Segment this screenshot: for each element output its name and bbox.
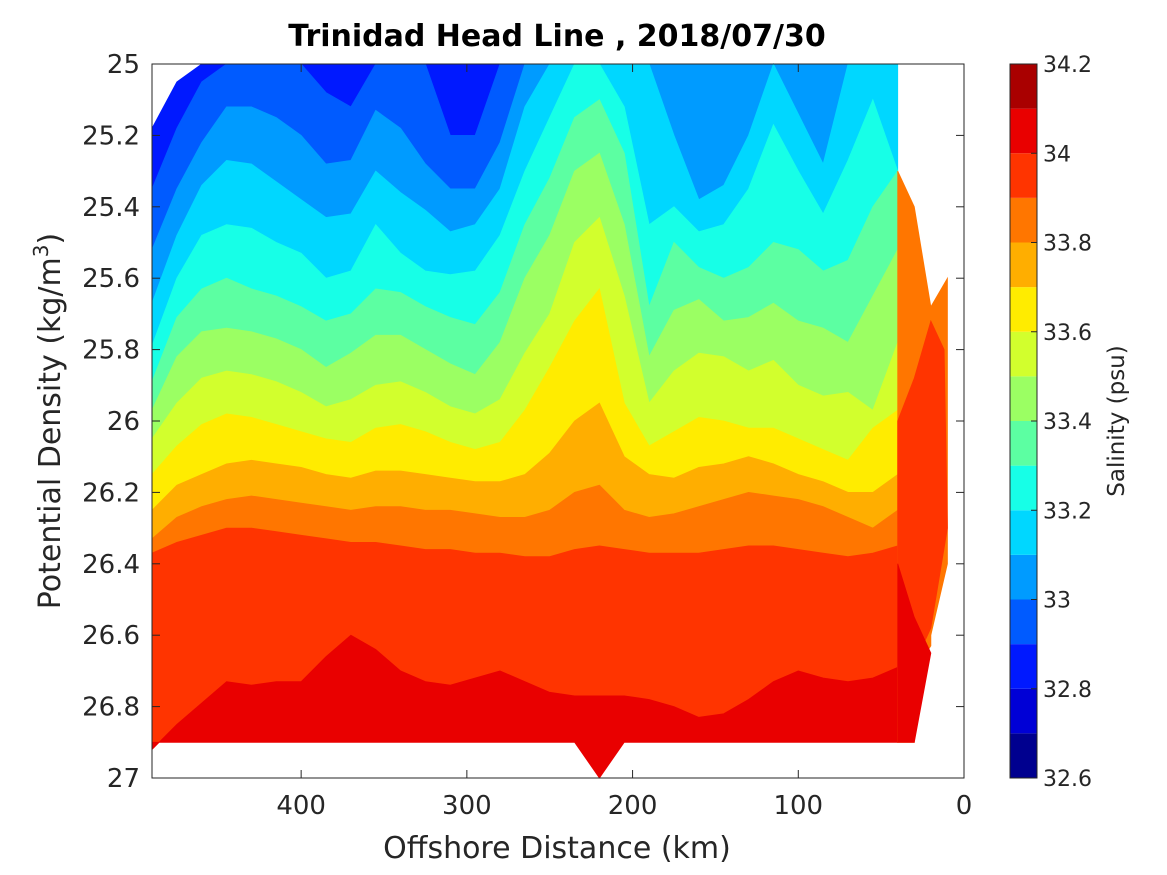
y-tick-label: 25 [107,50,140,80]
y-tick-label: 27 [107,764,140,794]
colorbar-swatch [1010,421,1037,466]
colorbar-swatch [1010,153,1037,198]
colorbar-ticks: 32.6 32.8 33 33.2 33.4 33.6 33.8 34 34.2 [1031,53,1092,792]
x-tick-label: 100 [773,791,823,821]
y-axis: 25 25.2 25.4 25.6 25.8 26 26.2 26.4 26.6 26.8 27 [82,50,964,794]
y-tick-label: 25.6 [82,264,140,294]
y-axis-label: Potential Density (kg/m3) [29,233,68,609]
x-tick-label: 400 [276,791,326,821]
colorbar-tick-label: 33.4 [1043,410,1092,435]
y-axis-label-prefix: Potential Density (kg/m [33,257,68,609]
colorbar-swatch [1010,197,1037,243]
colorbar-swatch [1010,644,1037,689]
colorbar-swatch [1010,108,1037,154]
colorbar-swatch [1010,733,1037,778]
y-tick-label: 26.2 [82,478,140,508]
colorbar-tick-label: 34.2 [1043,53,1092,78]
y-tick-label: 25.4 [82,193,140,223]
y-tick-label: 25.2 [82,121,140,151]
x-tick-label: 200 [608,791,658,821]
contour-layer [151,62,948,779]
colorbar-swatch [1010,510,1037,555]
colorbar: 32.6 32.8 33 33.2 33.4 33.6 33.8 34 34.2 Salinit… [1009,53,1130,792]
colorbar-tick-label: 33.2 [1043,499,1092,524]
x-axis-label: Offshore Distance (km) [383,831,731,866]
colorbar-swatch [1010,376,1037,421]
colorbar-swatch [1010,599,1037,645]
y-tick-label: 25.8 [82,336,140,366]
colorbar-label: Salinity (psu) [1104,345,1130,497]
colorbar-swatches [1010,64,1037,778]
colorbar-swatch [1010,64,1037,109]
colorbar-tick-label: 32.6 [1043,767,1092,792]
chart-title: Trinidad Head Line , 2018/07/30 [288,19,825,54]
y-tick-label: 26.4 [82,550,140,580]
x-axis: 400 300 200 100 0 [276,64,972,821]
colorbar-swatch [1010,688,1037,734]
y-tick-label: 26.6 [82,621,140,651]
colorbar-swatch [1010,554,1037,600]
colorbar-tick-label: 33.8 [1043,232,1092,257]
colorbar-tick-label: 32.8 [1043,678,1092,703]
x-tick-label: 300 [442,791,492,821]
colorbar-swatch [1010,465,1037,511]
colorbar-tick-label: 34 [1043,142,1071,167]
y-axis-label-suffix: ) [33,233,68,245]
x-tick-label: 0 [956,791,973,821]
y-axis-label-superscript: 3 [29,244,53,257]
y-tick-label: 26.8 [82,693,140,723]
contour-band-nearshore-deep [897,563,932,743]
colorbar-tick-label: 33 [1043,589,1071,614]
colorbar-swatch [1010,331,1037,377]
colorbar-swatch [1010,287,1037,332]
plot-area [151,62,965,779]
colorbar-tick-label: 33.6 [1043,321,1092,346]
colorbar-swatch [1010,242,1037,288]
y-tick-label: 26 [107,407,140,437]
